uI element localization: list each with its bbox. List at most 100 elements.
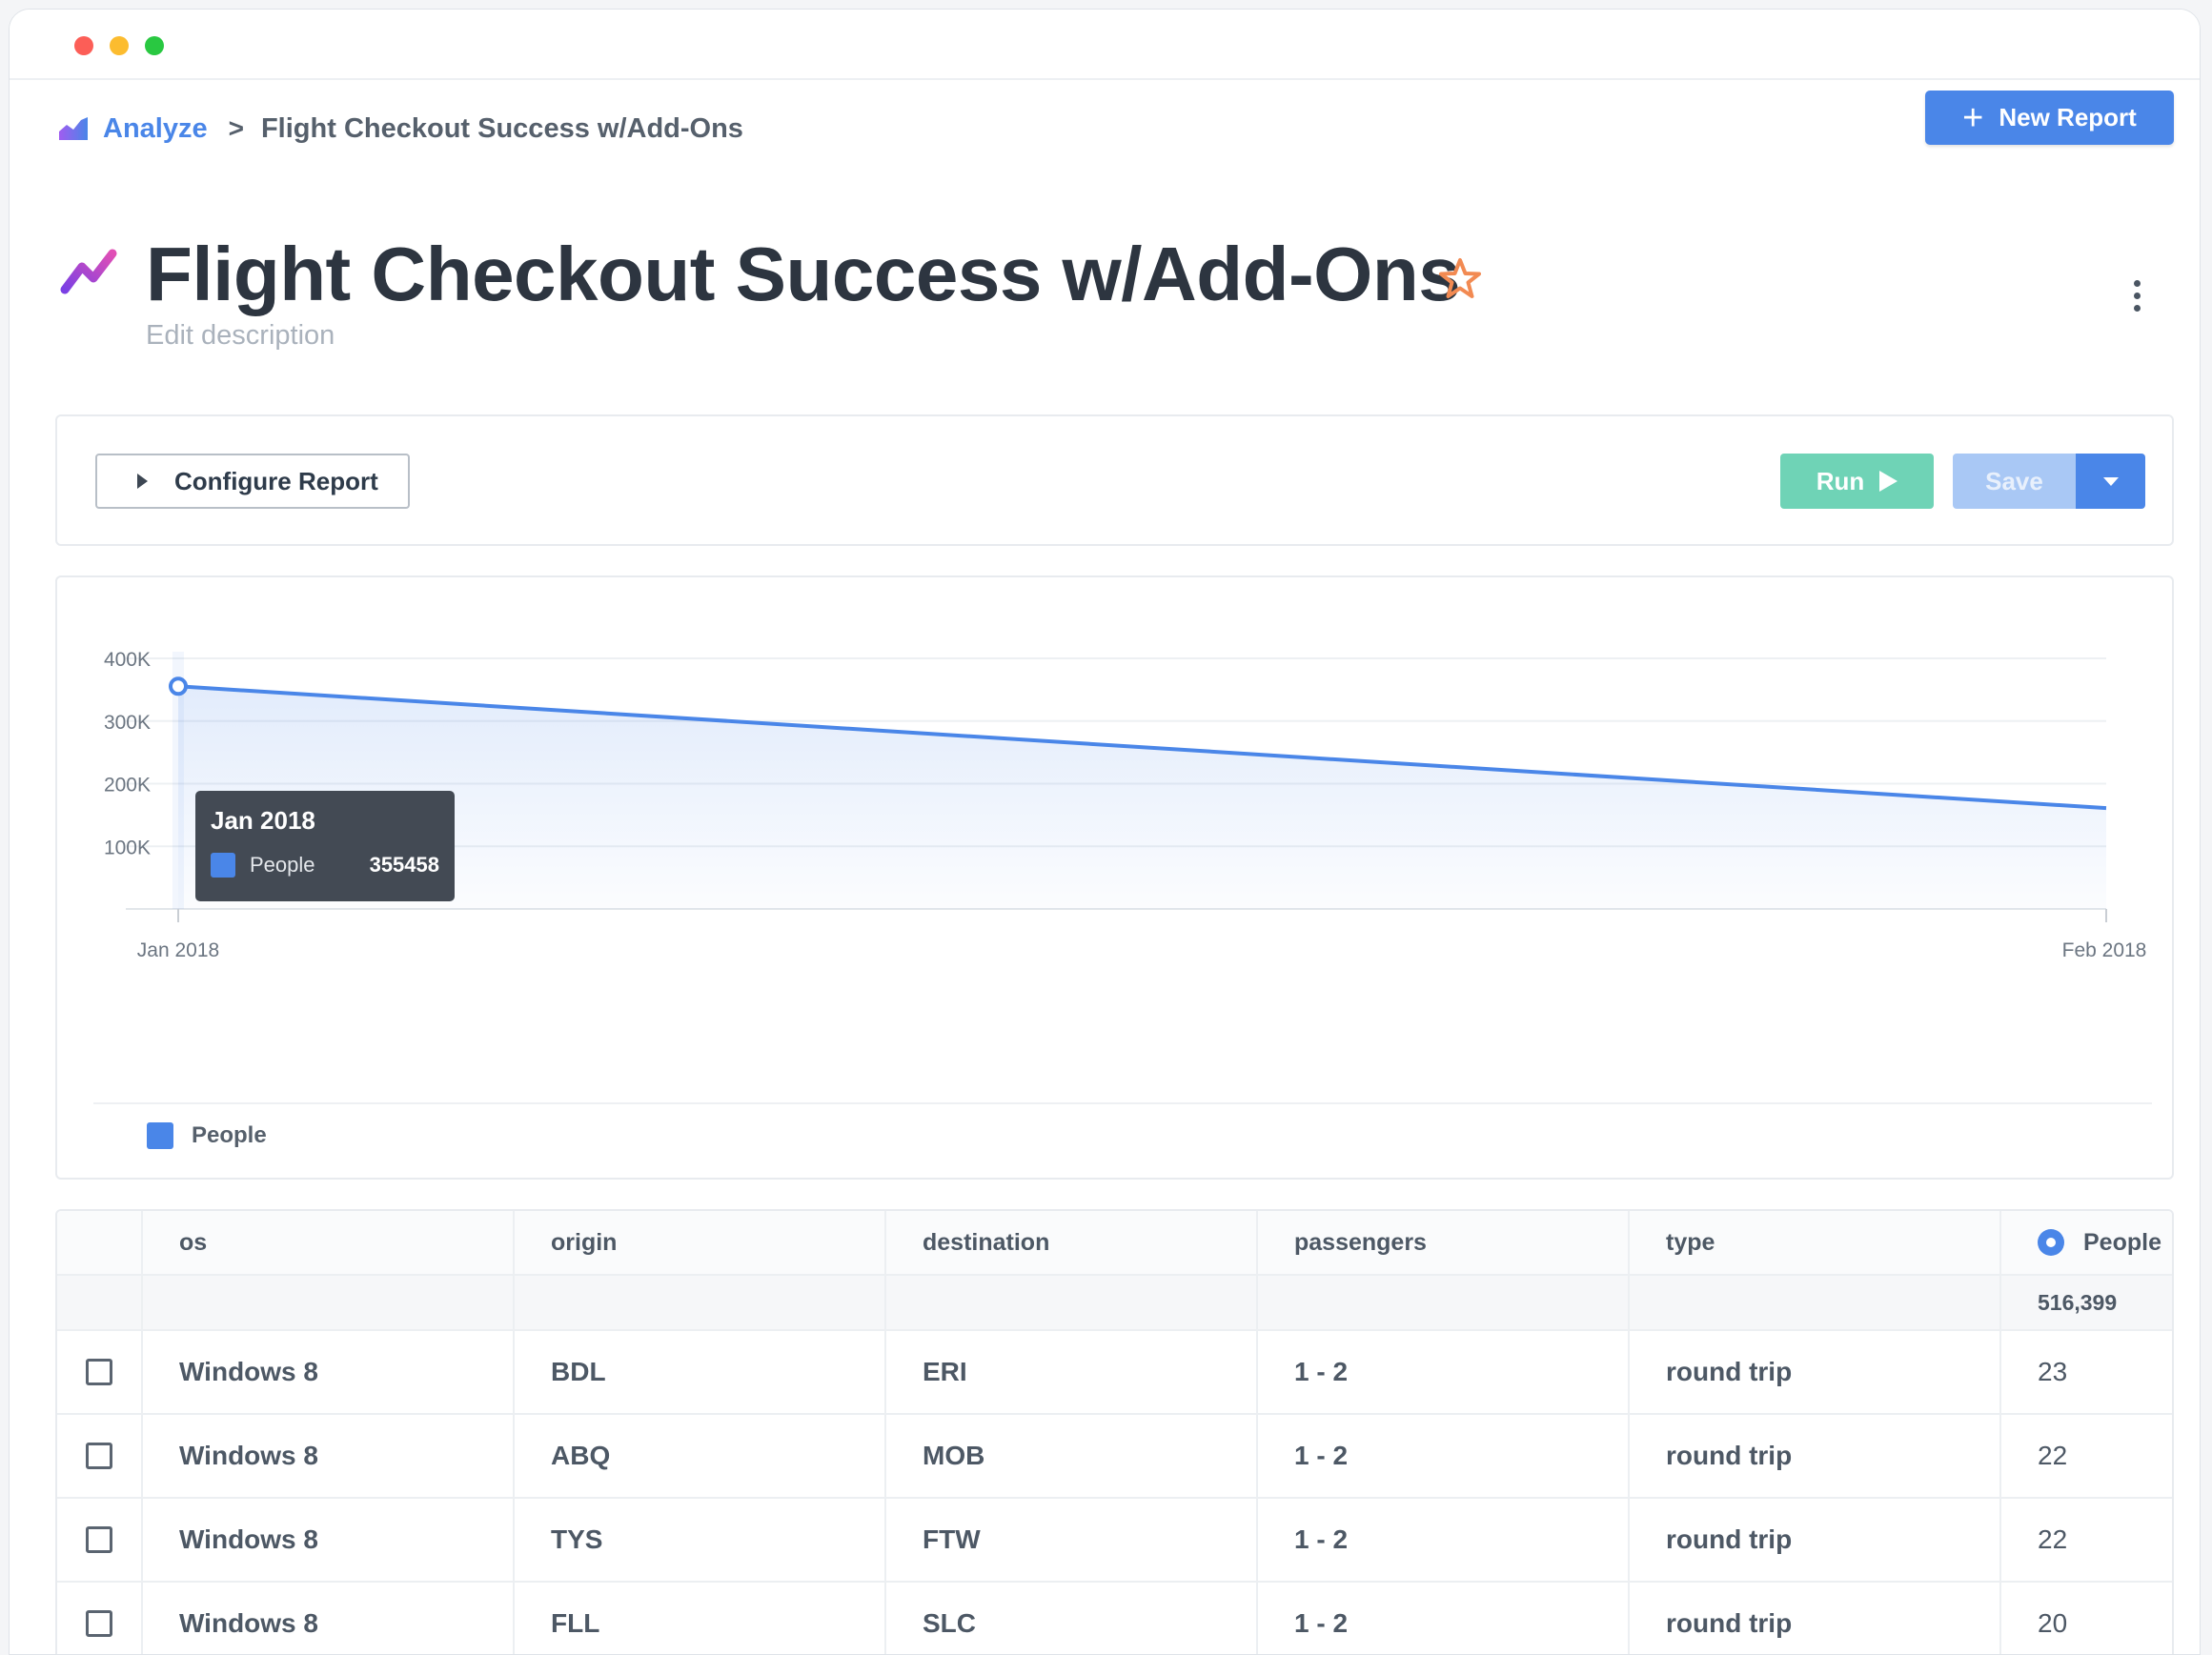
header-select-cell: [57, 1211, 143, 1274]
total-destination-cell: [886, 1276, 1258, 1329]
y-tick-label: 200K: [104, 775, 151, 797]
row-select-cell: [57, 1331, 143, 1413]
analyze-chart-icon: [59, 117, 88, 140]
column-header-passengers[interactable]: passengers: [1258, 1211, 1630, 1274]
breadcrumb-current: Flight Checkout Success w/Add-Ons: [260, 112, 743, 144]
cell-os: Windows 8: [143, 1331, 515, 1413]
column-header-people[interactable]: People: [2001, 1211, 2172, 1274]
total-select-cell: [57, 1276, 143, 1329]
breadcrumb-analyze-link[interactable]: Analyze: [103, 112, 208, 144]
close-window-button[interactable]: [74, 36, 93, 55]
results-table: os origin destination passengers type Pe…: [55, 1209, 2174, 1654]
y-tick-label: 300K: [104, 712, 151, 734]
row-select-cell: [57, 1499, 143, 1581]
cell-people: 22: [2038, 1524, 2068, 1554]
cell-origin: ABQ: [515, 1415, 886, 1497]
table-row[interactable]: Windows 8 BDL ERI 1 - 2 round trip 23: [57, 1331, 2172, 1415]
cell-os: Windows 8: [143, 1583, 515, 1654]
cell-destination: ERI: [886, 1331, 1258, 1413]
y-tick-label: 400K: [104, 649, 151, 671]
cell-passengers: 1 - 2: [1258, 1583, 1630, 1654]
table-row[interactable]: Windows 8 FLL SLC 1 - 2 round trip 20: [57, 1583, 2172, 1654]
cell-origin: TYS: [515, 1499, 886, 1581]
new-report-label: New Report: [1999, 103, 2137, 131]
total-type-cell: [1630, 1276, 2001, 1329]
row-select-cell: [57, 1583, 143, 1654]
cell-people: 23: [2038, 1357, 2068, 1386]
row-checkbox[interactable]: [86, 1443, 112, 1469]
cell-type: round trip: [1630, 1583, 2001, 1654]
series-area: [178, 686, 2106, 909]
tooltip-series-swatch: [211, 853, 235, 878]
cell-origin: BDL: [515, 1331, 886, 1413]
total-people-value: 516,399: [2038, 1289, 2118, 1315]
save-button[interactable]: Save: [1953, 454, 2076, 509]
row-checkbox[interactable]: [86, 1610, 112, 1637]
run-button[interactable]: Run: [1780, 454, 1934, 509]
caret-right-icon: [137, 474, 148, 489]
total-os-cell: [143, 1276, 515, 1329]
y-tick-label: 100K: [104, 837, 151, 858]
cell-passengers: 1 - 2: [1258, 1331, 1630, 1413]
row-select-cell: [57, 1415, 143, 1497]
maximize-window-button[interactable]: [145, 36, 164, 55]
save-dropdown-button[interactable]: [2076, 454, 2145, 509]
data-point-highlight[interactable]: [169, 676, 188, 696]
new-report-button[interactable]: + New Report: [1925, 91, 2174, 145]
cell-type: round trip: [1630, 1499, 2001, 1581]
chart-panel: 400K 300K 200K 100K Jan 2018 Feb 2018 Jan 201…: [55, 575, 2174, 1180]
cell-destination: MOB: [886, 1415, 1258, 1497]
cell-destination: SLC: [886, 1583, 1258, 1654]
total-passengers-cell: [1258, 1276, 1630, 1329]
legend-divider: [93, 1102, 2152, 1104]
cell-passengers: 1 - 2: [1258, 1499, 1630, 1581]
edit-description-field[interactable]: Edit description: [146, 320, 335, 351]
legend-label: People: [192, 1122, 267, 1148]
row-checkbox[interactable]: [86, 1526, 112, 1553]
column-header-destination[interactable]: destination: [886, 1211, 1258, 1274]
chart-tooltip: Jan 2018 People 355458: [195, 791, 455, 901]
favorite-star-icon[interactable]: [1436, 256, 1484, 302]
cell-type: round trip: [1630, 1415, 2001, 1497]
line-chart[interactable]: 400K 300K 200K 100K Jan 2018 Feb 2018: [57, 577, 2176, 1181]
cell-destination: FTW: [886, 1499, 1258, 1581]
column-header-os[interactable]: os: [143, 1211, 515, 1274]
breadcrumb-separator: >: [228, 113, 244, 143]
x-tick-label: Feb 2018: [2062, 939, 2147, 961]
app-window: Analyze > Flight Checkout Success w/Add-…: [9, 9, 2201, 1655]
play-icon: [1879, 471, 1898, 492]
tooltip-date: Jan 2018: [211, 806, 315, 835]
plus-icon: +: [1962, 97, 1984, 138]
table-row[interactable]: Windows 8 ABQ MOB 1 - 2 round trip 22: [57, 1415, 2172, 1499]
row-checkbox[interactable]: [86, 1359, 112, 1385]
page-title: Flight Checkout Success w/Add-Ons: [146, 232, 1461, 316]
sort-radio-icon[interactable]: [2038, 1229, 2064, 1256]
trend-line-icon: [60, 249, 117, 294]
cell-type: round trip: [1630, 1331, 2001, 1413]
table-header-row: os origin destination passengers type Pe…: [57, 1211, 2172, 1276]
configure-report-label: Configure Report: [174, 466, 378, 495]
minimize-window-button[interactable]: [110, 36, 129, 55]
cell-people: 22: [2038, 1441, 2068, 1470]
table-total-row: 516,399: [57, 1276, 2172, 1331]
chevron-down-icon: [2102, 476, 2119, 486]
breadcrumb: Analyze > Flight Checkout Success w/Add-…: [57, 105, 743, 152]
tooltip-series-name: People: [250, 853, 315, 877]
tooltip-value: 355458: [369, 853, 439, 877]
cell-people: 20: [2038, 1608, 2068, 1638]
column-header-origin[interactable]: origin: [515, 1211, 886, 1274]
column-header-people-label: People: [2083, 1228, 2161, 1256]
config-panel: Configure Report Run Save: [55, 414, 2174, 546]
series-line: [177, 684, 2107, 811]
cell-origin: FLL: [515, 1583, 886, 1654]
x-tick-label: Jan 2018: [137, 939, 219, 961]
table-row[interactable]: Windows 8 TYS FTW 1 - 2 round trip 22: [57, 1499, 2172, 1583]
column-header-type[interactable]: type: [1630, 1211, 2001, 1274]
cell-os: Windows 8: [143, 1415, 515, 1497]
more-options-icon[interactable]: [2129, 280, 2144, 322]
total-origin-cell: [515, 1276, 886, 1329]
configure-report-button[interactable]: Configure Report: [95, 454, 410, 509]
cell-passengers: 1 - 2: [1258, 1415, 1630, 1497]
chart-legend[interactable]: People: [147, 1122, 267, 1149]
legend-swatch: [147, 1122, 173, 1149]
